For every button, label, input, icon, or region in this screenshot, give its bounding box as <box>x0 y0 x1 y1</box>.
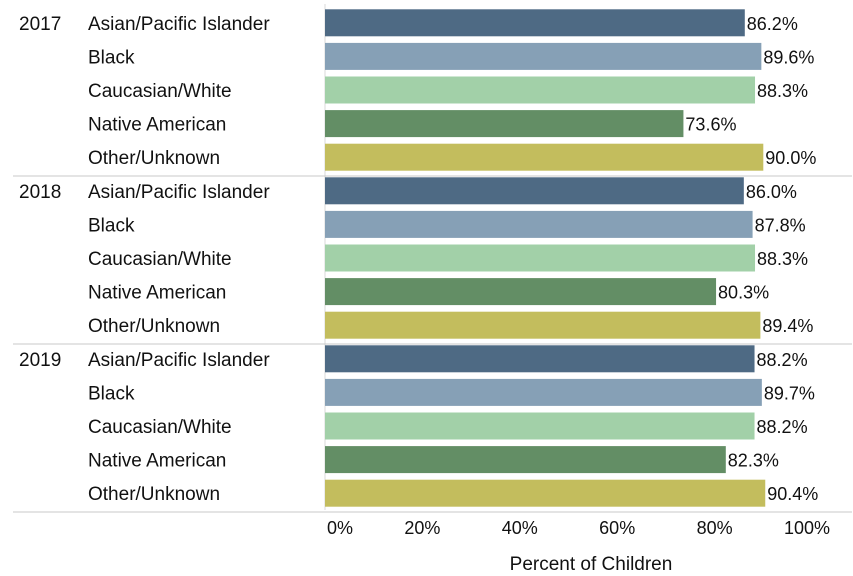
bar <box>325 278 717 306</box>
category-label: Caucasian/White <box>88 81 232 102</box>
value-label: 86.0% <box>746 182 797 202</box>
category-label: Caucasian/White <box>88 417 232 438</box>
x-tick-label: 40% <box>502 518 538 538</box>
value-label: 88.2% <box>757 417 808 437</box>
category-label: Native American <box>88 115 226 136</box>
year-label: 2017 <box>19 14 61 35</box>
category-label: Native American <box>88 451 226 472</box>
bar <box>325 42 762 70</box>
year-label: 2018 <box>19 182 61 203</box>
category-label: Black <box>88 47 135 68</box>
bar <box>325 110 684 138</box>
x-tick-label: 100% <box>784 518 830 538</box>
year-labels: 2017 2018 2019 <box>19 14 61 371</box>
value-label: 82.3% <box>728 451 779 471</box>
category-labels: Asian/Pacific Islander Black Caucasian/Whi… <box>88 14 270 505</box>
category-label: Caucasian/White <box>88 249 232 270</box>
bar <box>325 412 755 440</box>
value-label: 89.7% <box>764 383 815 403</box>
value-label: 73.6% <box>685 115 736 135</box>
bar <box>325 479 766 507</box>
bar <box>325 76 756 104</box>
bar <box>325 446 726 474</box>
category-label: Black <box>88 215 135 236</box>
bar <box>325 345 755 373</box>
bar <box>325 378 762 406</box>
year-label: 2019 <box>19 350 61 371</box>
value-label: 80.3% <box>718 283 769 303</box>
value-label: 88.3% <box>757 249 808 269</box>
category-label: Other/Unknown <box>88 316 220 337</box>
value-label: 88.3% <box>757 81 808 101</box>
value-label: 89.4% <box>762 316 813 336</box>
x-axis-title: Percent of Children <box>510 554 673 575</box>
category-label: Asian/Pacific Islander <box>88 14 270 35</box>
category-label: Black <box>88 383 135 404</box>
bar <box>325 143 764 171</box>
x-tick-label: 0% <box>327 518 353 538</box>
category-label: Asian/Pacific Islander <box>88 350 270 371</box>
value-label: 87.8% <box>755 215 806 235</box>
category-label: Native American <box>88 283 226 304</box>
category-label: Asian/Pacific Islander <box>88 182 270 203</box>
bar <box>325 244 756 272</box>
category-label: Other/Unknown <box>88 484 220 505</box>
x-tick-label: 60% <box>599 518 635 538</box>
value-label: 90.4% <box>767 484 818 504</box>
bar <box>325 177 744 205</box>
category-label: Other/Unknown <box>88 148 220 169</box>
bars <box>325 9 766 507</box>
value-label: 90.0% <box>765 148 816 168</box>
value-label: 89.6% <box>763 47 814 67</box>
x-tick-label: 80% <box>697 518 733 538</box>
bar <box>325 210 753 238</box>
x-axis: 0% 20% 40% 60% 80% 100% <box>327 518 830 538</box>
value-labels: 86.2% 89.6% 88.3% 73.6% 90.0% 86.0% 87.8% 88.3%… <box>685 14 818 504</box>
bar <box>325 311 761 339</box>
value-label: 88.2% <box>757 350 808 370</box>
bar <box>325 9 745 37</box>
value-label: 86.2% <box>747 14 798 34</box>
x-tick-label: 20% <box>404 518 440 538</box>
